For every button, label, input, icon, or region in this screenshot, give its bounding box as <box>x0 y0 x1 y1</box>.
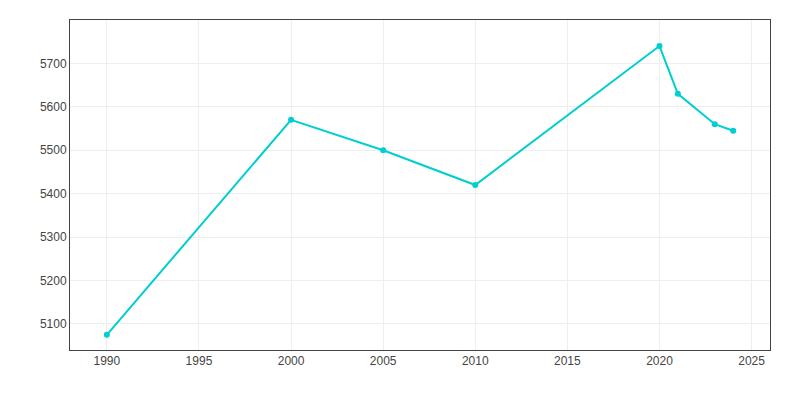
svg-text:5100: 5100 <box>40 317 67 331</box>
svg-text:2025: 2025 <box>738 354 765 368</box>
svg-text:1995: 1995 <box>186 354 213 368</box>
svg-text:2010: 2010 <box>462 354 489 368</box>
svg-text:5600: 5600 <box>40 100 67 114</box>
svg-text:2005: 2005 <box>370 354 397 368</box>
svg-text:5400: 5400 <box>40 187 67 201</box>
svg-text:5300: 5300 <box>40 230 67 244</box>
svg-text:2015: 2015 <box>554 354 581 368</box>
svg-text:1990: 1990 <box>93 354 120 368</box>
svg-text:2020: 2020 <box>646 354 673 368</box>
svg-text:5500: 5500 <box>40 143 67 157</box>
svg-text:2000: 2000 <box>278 354 305 368</box>
svg-text:5700: 5700 <box>40 57 67 71</box>
svg-text:5200: 5200 <box>40 274 67 288</box>
